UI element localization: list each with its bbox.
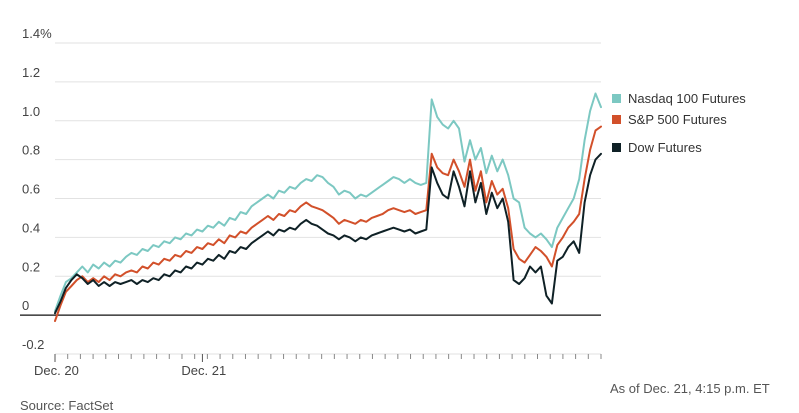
y-tick-label: 1.0 [22,104,40,119]
series-lines [54,92,602,322]
y-tick-label: 0 [22,298,29,313]
legend-label: S&P 500 Futures [628,112,727,127]
y-axis-labels: 1.4% 1.2 1.0 0.8 0.6 0.4 0.2 0 -0.2 [22,26,52,352]
source-note: Source: FactSet [20,398,114,413]
x-tick-label: Dec. 21 [181,363,226,378]
as-of-note: As of Dec. 21, 4:15 p.m. ET [610,381,770,396]
legend-swatch [612,115,621,124]
y-tick-label: 0.8 [22,143,40,158]
y-tick-label: 1.2 [22,65,40,80]
y-tick-label: 0.2 [22,259,40,274]
x-tick-label: Dec. 20 [34,363,79,378]
y-tick-label: 0.6 [22,182,40,197]
series-line [54,152,602,315]
gridlines [20,42,601,355]
legend-label: Nasdaq 100 Futures [628,91,746,106]
series-line [54,125,602,322]
legend: Nasdaq 100 Futures S&P 500 Futures Dow Fut… [612,91,746,155]
series-line [54,92,602,313]
x-axis: Dec. 20 Dec. 21 [34,354,602,378]
y-tick-label: 0.4 [22,220,40,235]
y-tick-label: -0.2 [22,337,44,352]
legend-label: Dow Futures [628,140,702,155]
y-tick-label: 1.4% [22,26,52,41]
legend-swatch [612,94,621,103]
legend-swatch [612,143,621,152]
